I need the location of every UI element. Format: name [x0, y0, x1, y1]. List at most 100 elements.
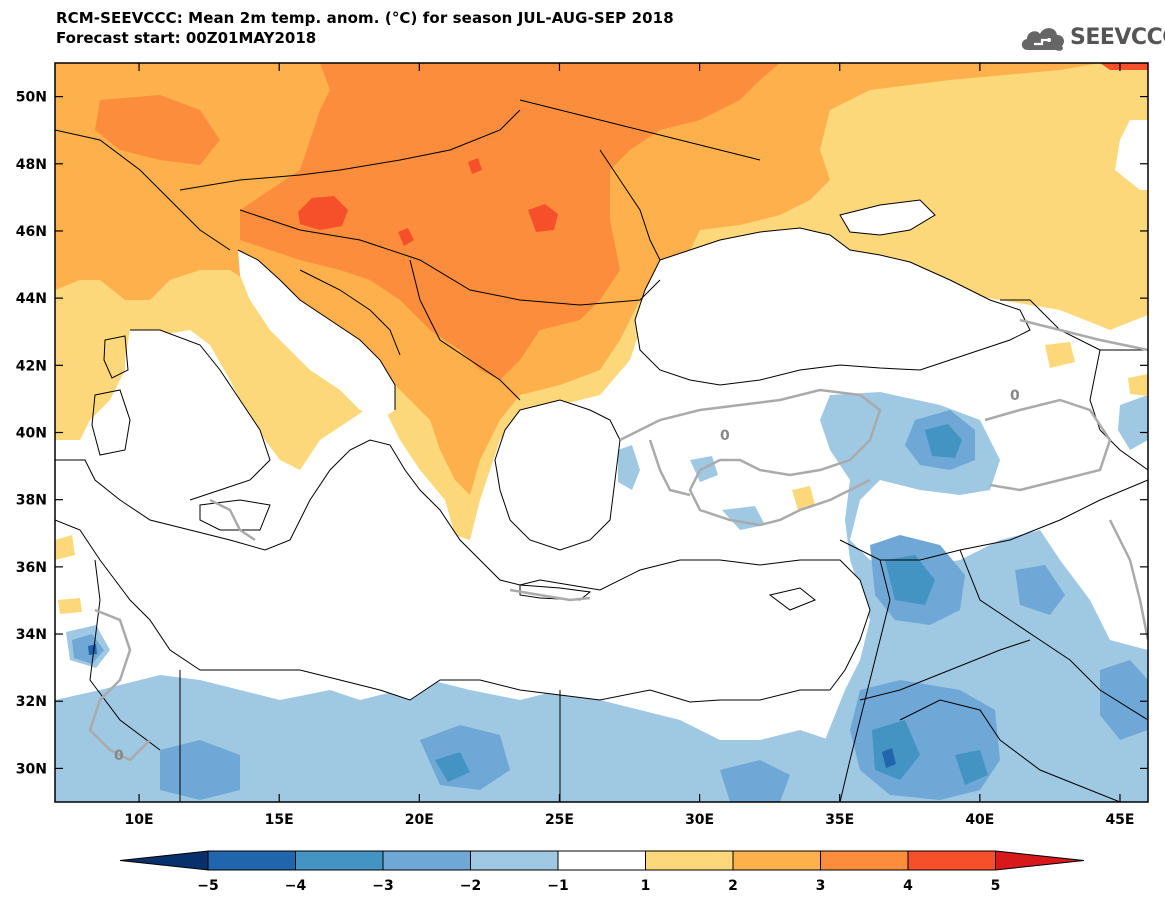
anomaly-zone-minus2-tunisia [72, 634, 104, 664]
sardinia [91, 389, 131, 456]
colorbar-segment [382, 850, 471, 871]
anomaly-zone-minus2-east2 [1100, 660, 1148, 740]
anomaly-zone-plus1-west [55, 535, 75, 560]
anomaly-zone-plus3 [240, 63, 780, 380]
x-tick-label: 45E [1105, 812, 1134, 828]
border-1 [179, 109, 521, 191]
y-tick-label: 46N [16, 224, 47, 240]
anomaly-zone-plus1-algeria [58, 598, 82, 614]
colorbar-arrow-high [995, 850, 1085, 871]
y-axis: 30N 32N 34N 36N 38N 40N 42N 44N 46N 48N 50N [16, 90, 1148, 777]
azov-sea [840, 200, 935, 235]
anomaly-zone-minus4 [882, 748, 896, 768]
colorbar-label: 3 [816, 878, 826, 894]
mediterranean-sea [55, 440, 870, 702]
contour-label-3: 0 [114, 748, 124, 764]
zero-contour-africa [88, 608, 151, 762]
border-12 [899, 699, 1121, 802]
zero-contour-caucasus [1019, 318, 1148, 352]
zero-contour-anatolia [619, 388, 882, 527]
colorbar-label: −2 [460, 878, 481, 894]
border-7 [55, 129, 231, 251]
anomaly-zone-minus2-egypt [720, 760, 790, 802]
colorbar-label: −4 [285, 878, 307, 894]
zero-contour-east-edge [1108, 519, 1148, 641]
x-tick-label: 40E [965, 812, 994, 828]
italy-coast [130, 329, 271, 501]
zero-contour-anatolia-2 [648, 439, 691, 497]
map-title: RCM-SEEVCCC: Mean 2m temp. anom. (°C) fo… [56, 9, 674, 27]
colorbar-label: −3 [372, 878, 393, 894]
colorbar-label: −1 [547, 878, 568, 894]
colorbar-segment [470, 850, 559, 871]
anomaly-zone-minus3-syria [885, 555, 935, 605]
x-tick-label: 20E [405, 812, 434, 828]
border-5 [599, 149, 661, 261]
forecast-start: Forecast start: 00Z01MAY2018 [56, 29, 317, 47]
cloud-icon [1021, 28, 1065, 51]
anomaly-zone-minus2-libya [420, 725, 510, 790]
border-17 [1089, 349, 1148, 471]
anomaly-zone-plus1-east [1128, 374, 1148, 396]
zero-contour-east [984, 398, 1112, 492]
tyrrhenian-sea [125, 330, 270, 500]
border-6 [519, 99, 761, 161]
colorbar-label: 4 [903, 878, 913, 894]
border-3 [409, 259, 521, 401]
anomaly-zone-minus4-tunisia [88, 644, 97, 655]
y-tick-label: 30N [16, 761, 47, 777]
anomaly-zone-plus1-anatolia [792, 486, 815, 510]
border-9 [839, 559, 891, 802]
anomaly-field [55, 63, 1148, 802]
caspian-sea [1115, 120, 1148, 190]
hotspot-romania [528, 204, 558, 232]
mediterranean-coast [55, 439, 871, 703]
y-tick-label: 32N [16, 694, 47, 710]
sicily [199, 499, 271, 531]
colorbar-segment [645, 850, 734, 871]
y-tick-label: 36N [16, 560, 47, 576]
y-tick-label: 38N [16, 493, 47, 509]
colorbar-segment [732, 850, 821, 871]
black-sea [635, 228, 1030, 385]
cyprus [768, 587, 816, 611]
seevccc-logo: SEEVCCC [1018, 22, 1165, 54]
aegean-sea [495, 400, 620, 550]
colorbar-label: 5 [991, 878, 1001, 894]
anomaly-zone-minus1-small-d [1118, 395, 1148, 450]
border-10 [959, 549, 1148, 721]
contour-label: 0 [720, 428, 730, 444]
x-tick-label: 35E [825, 812, 854, 828]
zero-contours [88, 318, 1148, 762]
zero-contour-greece [509, 588, 591, 602]
black-sea-coast [634, 227, 1031, 386]
border-8 [839, 479, 1148, 561]
colorbar-segment [295, 850, 384, 871]
colorbar-segment [907, 850, 996, 871]
y-tick-label: 48N [16, 157, 47, 173]
colorbar-label: 1 [641, 878, 651, 894]
colorbar-segment [557, 850, 646, 871]
azov-coast [839, 199, 936, 236]
contour-label-2: 0 [1010, 388, 1020, 404]
y-tick-label: 50N [16, 90, 47, 106]
colorbar-label: 2 [728, 878, 738, 894]
colorbar-segment [820, 850, 909, 871]
anomaly-zone-minus3-iraq [955, 750, 988, 785]
colorbar-arrow-low [119, 850, 209, 871]
colorbar: −5 −4 −3 −2 −1 1 2 3 4 5 [119, 850, 1085, 894]
x-axis: 10E 15E 20E 25E 30E 35E 40E 45E [125, 63, 1134, 828]
colorbar-segment [207, 850, 296, 871]
anomaly-zone-minus1-small-a [618, 445, 640, 490]
x-tick-label: 15E [265, 812, 294, 828]
anomaly-zone-minus2-iraq [1015, 565, 1065, 615]
border-2 [239, 209, 661, 306]
x-tick-label: 10E [125, 812, 154, 828]
logo-text: SEEVCCC [1070, 25, 1165, 50]
hotspot-top-right [1100, 63, 1148, 70]
y-tick-label: 44N [16, 291, 47, 307]
border-4 [299, 269, 401, 356]
adriatic-coast [237, 249, 396, 410]
zero-contour-libya [209, 498, 256, 542]
